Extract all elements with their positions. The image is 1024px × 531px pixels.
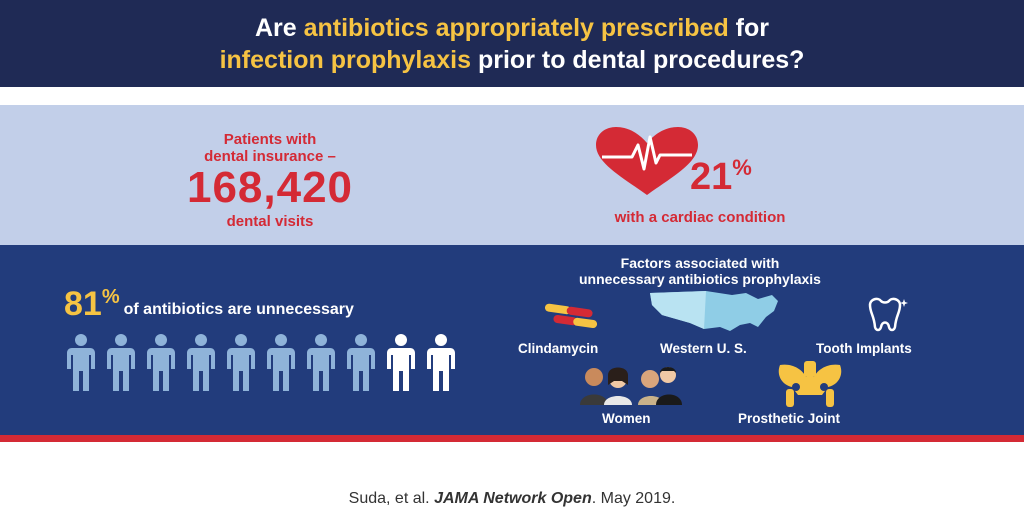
divider-line [0, 435, 1024, 442]
title-highlight-1: antibiotics appropriately prescribed [303, 14, 729, 42]
heart-icon [596, 127, 698, 195]
person-icon-unnecessary [67, 334, 95, 391]
citation: Suda, et al. JAMA Network Open. May 2019… [348, 490, 676, 507]
factor-women: Women [602, 411, 651, 426]
people-pictogram [64, 333, 458, 393]
capsule-icon [544, 303, 598, 329]
us-map-icon [650, 291, 778, 331]
title-line-1: Are antibiotics appropriately prescribed… [254, 14, 770, 42]
cardiac-percentage: 21% [690, 155, 752, 198]
person-icon-unnecessary [147, 334, 175, 391]
stats-panel: Patients with dental insurance – 168,420… [0, 105, 1024, 245]
factors-title: Factors associated with unnecessary anti… [579, 255, 821, 287]
women-group-icon [580, 367, 682, 405]
unnecessary-label: of antibiotics are unnecessary [123, 301, 354, 318]
person-icon-unnecessary [107, 334, 135, 391]
factor-clindamycin: Clindamycin [518, 341, 599, 356]
tooth-icon [868, 297, 908, 332]
title-highlight-2: infection prophylaxis [219, 46, 472, 74]
title-banner: Are antibiotics appropriately prescribed… [0, 0, 1024, 87]
factor-prosthetic-joint: Prosthetic Joint [738, 411, 841, 426]
person-icon-unnecessary [267, 334, 295, 391]
unnecessary-panel: 81% of antibiotics are unnecessary Facto… [0, 245, 1024, 435]
person-icon-necessary [387, 334, 415, 391]
citation-journal: JAMA Network Open [434, 490, 592, 507]
factor-western-us: Western U. S. [660, 341, 747, 356]
visits-label: dental visits [226, 213, 314, 230]
factor-tooth-implants: Tooth Implants [816, 341, 912, 356]
unnecessary-percentage: 81% [64, 285, 120, 323]
person-icon-unnecessary [187, 334, 215, 391]
person-icon-unnecessary [227, 334, 255, 391]
pelvis-joint-icon [778, 361, 842, 407]
visits-number: 168,420 [186, 163, 354, 212]
title-line-2: infection prophylaxis prior to dental pr… [219, 46, 805, 74]
person-icon-unnecessary [347, 334, 375, 391]
person-icon-necessary [427, 334, 455, 391]
person-icon-unnecessary [307, 334, 335, 391]
cardiac-label: with a cardiac condition [614, 209, 786, 226]
visits-stat: Patients with dental insurance – 168,420… [120, 131, 420, 230]
unnecessary-stat: 81% of antibiotics are unnecessary [64, 287, 354, 321]
